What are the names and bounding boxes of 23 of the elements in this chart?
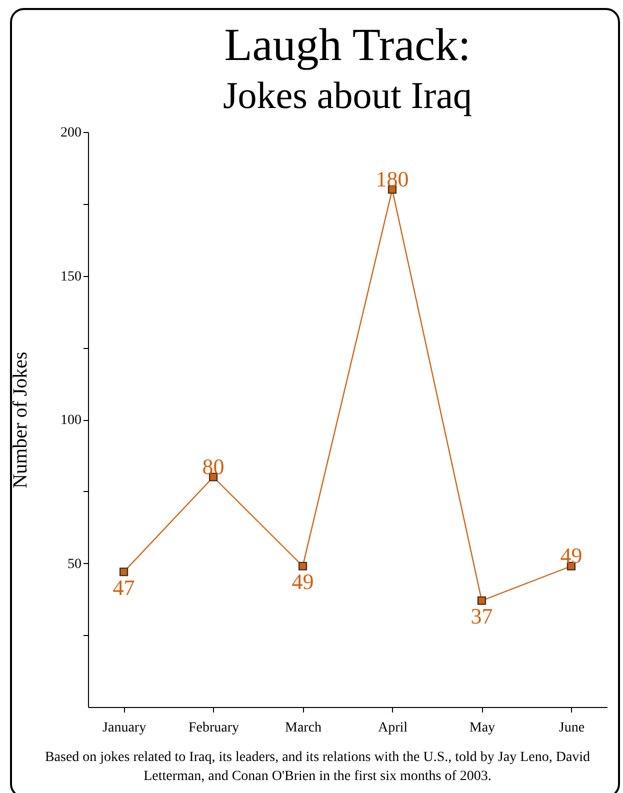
y-tick-label: 200: [60, 126, 82, 140]
x-tick-label: January: [102, 720, 146, 736]
x-tick-label: June: [558, 720, 585, 736]
x-tick-label: May: [469, 720, 496, 736]
data-label: 37: [470, 604, 493, 629]
data-label: 49: [292, 569, 314, 594]
y-tick-label: 50: [68, 556, 82, 572]
data-label: 180: [376, 166, 409, 192]
data-label: 47: [112, 574, 135, 600]
y-tick-label: 150: [60, 269, 82, 284]
point: [298, 562, 308, 570]
x-tick-label: February: [188, 720, 240, 736]
data-label: 49: [560, 543, 582, 568]
point: [119, 568, 128, 576]
x-tick-label: March: [284, 720, 322, 736]
point: [477, 596, 486, 605]
chart-subtitle: Jokes about Iraq: [222, 75, 472, 117]
y-tick-label: 100: [60, 413, 82, 428]
chart-title: Laugh Track:: [224, 19, 471, 70]
text: Based on jokes related to Iraq, its leaders, and its relations with the U.S., told by Jay Leno, David Letterman, and Conan O'Brien in the first six months of 2003.: [44, 749, 592, 786]
y-axis-title: Number of Jokes: [10, 351, 32, 488]
data-label: 80: [202, 454, 224, 479]
x-tick-label: April: [378, 720, 408, 736]
